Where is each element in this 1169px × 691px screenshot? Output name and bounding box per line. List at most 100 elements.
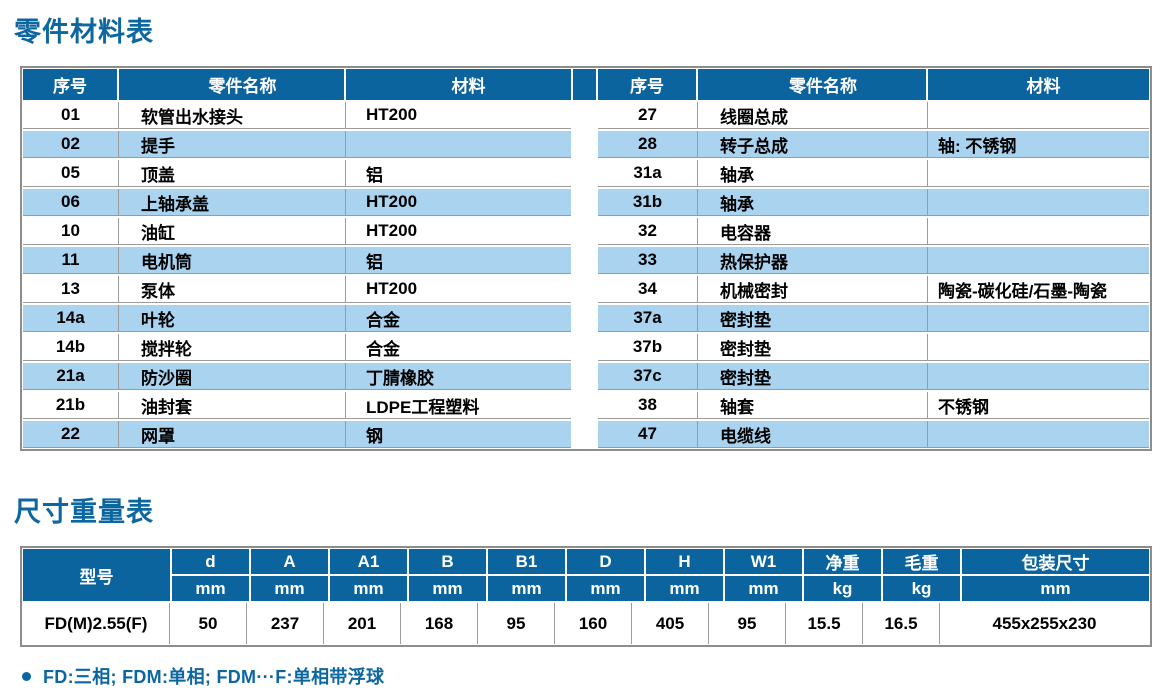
column-header-no: 序号: [23, 69, 119, 100]
part-name: 热保护器: [698, 247, 928, 273]
dim-unit: mm: [172, 576, 249, 601]
part-no: 34: [598, 276, 698, 302]
part-name: 密封垫: [698, 334, 928, 360]
column-header-a: A mm: [251, 549, 328, 601]
dim-label: H: [646, 549, 723, 574]
parts-table-right: 序号 零件名称 材料 27 线圈总成 28 转子总成 轴: 不锈钢 31a 轴承: [598, 69, 1149, 448]
part-name: 线圈总成: [698, 102, 928, 128]
table-row: 31b 轴承: [598, 189, 1149, 216]
part-material: [928, 160, 1149, 186]
part-material: [928, 218, 1149, 244]
dim-value-b1: 95: [478, 603, 555, 644]
part-material: [928, 189, 1149, 215]
column-header-d: d mm: [172, 549, 249, 601]
dim-unit: kg: [883, 576, 960, 601]
column-header-package-size: 包装尺寸 mm: [962, 549, 1149, 601]
part-material: HT200: [366, 279, 418, 298]
part-no: 27: [598, 102, 698, 128]
parts-table-right-body: 27 线圈总成 28 转子总成 轴: 不锈钢 31a 轴承 31b 轴承: [598, 102, 1149, 448]
dim-label: 净重: [804, 549, 881, 574]
table-row: 14b 搅拌轮 合金: [23, 334, 571, 361]
part-material: 铝: [366, 165, 383, 185]
part-no: 14a: [23, 305, 119, 331]
dim-value-d: 50: [170, 603, 247, 644]
table-row: 31a 轴承: [598, 160, 1149, 187]
table-divider-column: [571, 69, 598, 448]
part-name: 轴套: [698, 392, 928, 418]
part-no: 13: [23, 276, 119, 302]
dim-label: 包装尺寸: [962, 549, 1149, 574]
dim-label: D: [567, 549, 644, 574]
part-name: 密封垫: [698, 363, 928, 389]
part-material: LDPE工程塑料: [366, 397, 480, 417]
table-row: 47 电缆线: [598, 421, 1149, 448]
part-material: HT200: [366, 192, 418, 211]
part-name: 提手: [119, 131, 346, 157]
dims-weight-table: 型号 d mm A mm A1 mm B mm B1 mm D: [20, 546, 1152, 647]
part-name: 轴承: [698, 189, 928, 215]
dim-value-a1: 201: [324, 603, 401, 644]
part-name: 密封垫: [698, 305, 928, 331]
part-name: 电缆线: [698, 421, 928, 447]
table-row: 27 线圈总成: [598, 102, 1149, 129]
part-no: 28: [598, 131, 698, 157]
table-row: 10 油缸 HT200: [23, 218, 571, 245]
column-header-material: 材料: [346, 69, 571, 100]
part-no: 47: [598, 421, 698, 447]
part-name: 电容器: [698, 218, 928, 244]
dim-unit: mm: [646, 576, 723, 601]
column-header-no: 序号: [598, 69, 698, 100]
net-weight-value: 15.5: [786, 603, 863, 644]
footnote: FD:三相; FDM:单相; FDM···F:单相带浮球: [22, 663, 1169, 689]
part-material: [346, 131, 571, 157]
column-header-d-cap: D mm: [567, 549, 644, 601]
parts-table-left: 序号 零件名称 材料 01 软管出水接头 HT200 02 提手 05 顶盖: [23, 69, 571, 448]
column-header-w1: W1 mm: [725, 549, 802, 601]
part-no: 38: [598, 392, 698, 418]
table-row: 05 顶盖 铝: [23, 160, 571, 187]
column-header-name: 零件名称: [119, 69, 346, 100]
part-material: 陶瓷-碳化硅/石墨-陶瓷: [938, 281, 1108, 301]
part-name: 油封套: [119, 392, 346, 418]
table-row: 13 泵体 HT200: [23, 276, 571, 303]
part-name: 泵体: [119, 276, 346, 302]
part-no: 37a: [598, 305, 698, 331]
table-row: 28 转子总成 轴: 不锈钢: [598, 131, 1149, 158]
table-row: 21b 油封套 LDPE工程塑料: [23, 392, 571, 419]
part-material: 丁腈橡胶: [366, 368, 434, 388]
dims-table-title: 尺寸重量表: [14, 497, 154, 527]
table-row: 02 提手: [23, 131, 571, 158]
part-no: 32: [598, 218, 698, 244]
part-material: [928, 363, 1149, 389]
part-no: 31b: [598, 189, 698, 215]
part-no: 21b: [23, 392, 119, 418]
part-no: 14b: [23, 334, 119, 360]
part-material: [928, 334, 1149, 360]
part-material: [928, 421, 1149, 447]
column-header-net-weight: 净重 kg: [804, 549, 881, 601]
dim-unit: mm: [251, 576, 328, 601]
column-header-a1: A1 mm: [330, 549, 407, 601]
part-name: 防沙圈: [119, 363, 346, 389]
dim-label: B: [409, 549, 486, 574]
dim-unit: mm: [488, 576, 565, 601]
part-no: 05: [23, 160, 119, 186]
model-value: FD(M)2.55(F): [23, 603, 170, 644]
column-header-name: 零件名称: [698, 69, 928, 100]
part-material: 钢: [366, 426, 383, 446]
parts-material-table: 序号 零件名称 材料 01 软管出水接头 HT200 02 提手 05 顶盖: [20, 66, 1152, 451]
part-material: 铝: [366, 252, 383, 272]
dim-unit: mm: [725, 576, 802, 601]
table-row: 32 电容器: [598, 218, 1149, 245]
table-row: 37c 密封垫: [598, 363, 1149, 390]
part-no: 06: [23, 189, 119, 215]
column-header-b1: B1 mm: [488, 549, 565, 601]
dim-value-d-cap: 160: [555, 603, 632, 644]
column-header-h: H mm: [646, 549, 723, 601]
dim-value-b: 168: [401, 603, 478, 644]
table-row: 38 轴套 不锈钢: [598, 392, 1149, 419]
part-no: 33: [598, 247, 698, 273]
table-row: 11 电机筒 铝: [23, 247, 571, 274]
part-name: 机械密封: [698, 276, 928, 302]
part-material: [928, 102, 1149, 128]
